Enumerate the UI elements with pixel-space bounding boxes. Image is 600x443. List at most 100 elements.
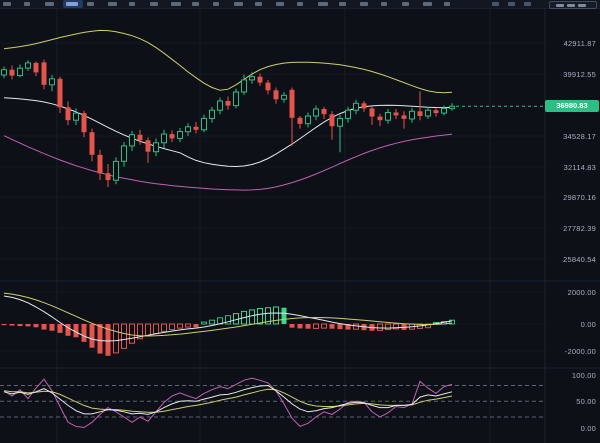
macd-bar — [137, 323, 143, 340]
macd-bar — [337, 324, 343, 330]
macd-bar — [89, 324, 95, 348]
timeframe-button[interactable] — [66, 2, 78, 6]
macd-bar — [105, 324, 111, 356]
timeframe-button[interactable] — [423, 2, 432, 6]
candle-body — [105, 173, 111, 181]
candle-body — [329, 114, 335, 127]
timeframe-button[interactable] — [255, 2, 262, 6]
candle-body — [201, 117, 207, 131]
macd-bar — [73, 324, 79, 338]
macd-bar — [273, 306, 279, 325]
axis-tick-label: 29870.16 — [563, 193, 596, 202]
candle-body — [305, 115, 311, 125]
timeframe-button[interactable] — [192, 2, 199, 6]
macd-bar — [97, 324, 103, 354]
timeframe-button[interactable] — [444, 2, 450, 6]
timeframe-button[interactable] — [45, 2, 54, 6]
candle-body — [225, 101, 231, 106]
kdj-k-line — [3, 384, 453, 415]
fullscreen-icon[interactable] — [524, 2, 531, 6]
candle-body — [401, 115, 407, 119]
timeframe-button[interactable] — [171, 2, 181, 6]
candle-body — [257, 76, 263, 83]
candle-body — [233, 91, 239, 107]
macd-bar — [385, 323, 391, 331]
macd-bar — [241, 310, 247, 325]
timeframe-button[interactable] — [3, 2, 11, 6]
macd-bar — [9, 324, 15, 326]
macd-bar — [41, 324, 47, 330]
axis-tick-label: 2000.00 — [567, 288, 596, 297]
timeframe-button[interactable] — [129, 2, 135, 6]
timeframe-button[interactable] — [318, 2, 328, 6]
last-price-value: 36980.83 — [556, 101, 588, 110]
bollinger-bands — [3, 29, 453, 191]
timeframe-button[interactable] — [276, 2, 284, 6]
macd-bar — [425, 323, 431, 329]
timeframe-button[interactable] — [297, 2, 303, 6]
grid-lines — [0, 8, 545, 443]
timeframe-toolbar[interactable] — [0, 0, 600, 9]
timeframe-button[interactable] — [234, 2, 243, 6]
macd-bar — [121, 323, 127, 349]
axis-tick-label: 32114.83 — [563, 163, 596, 172]
macd-bar — [249, 309, 255, 325]
macd-histogram — [1, 306, 455, 356]
macd-bar — [281, 307, 287, 324]
macd-bar — [145, 323, 151, 337]
candle-body — [361, 103, 367, 109]
candle-body — [289, 89, 295, 118]
macd-bar — [377, 323, 383, 331]
timeframe-button[interactable] — [108, 2, 117, 6]
macd-bar — [17, 324, 23, 327]
candle-body — [129, 134, 135, 147]
axis-tick-label: -2000.00 — [564, 347, 596, 356]
macd-dea-line — [3, 292, 453, 337]
timeframe-button[interactable] — [150, 2, 158, 6]
candle-body — [353, 102, 359, 111]
candle-body — [385, 112, 391, 121]
candle-body — [209, 109, 215, 119]
timeframe-button[interactable] — [381, 2, 387, 6]
candle-body — [113, 160, 119, 181]
timeframe-button[interactable] — [87, 2, 94, 6]
macd-bar — [193, 324, 199, 328]
candle-body — [321, 109, 327, 115]
candle-body — [393, 112, 399, 116]
timeframe-button[interactable] — [360, 2, 368, 6]
timeframe-button[interactable] — [402, 2, 409, 6]
panel-borders — [0, 8, 600, 443]
candle-body — [169, 134, 175, 139]
macd-bar — [297, 324, 303, 329]
candle-body — [409, 110, 415, 120]
candle-body — [161, 133, 167, 144]
macd-bar — [313, 323, 319, 329]
candle-body — [177, 131, 183, 139]
macd-bar — [393, 323, 399, 330]
candle-body — [217, 100, 223, 111]
macd-bar — [33, 324, 39, 328]
timeframe-button[interactable] — [339, 2, 346, 6]
macd-bar — [209, 319, 215, 325]
candle-body — [249, 76, 255, 81]
timeframe-button[interactable] — [24, 2, 30, 6]
timeframe-buttons-clipped[interactable] — [0, 0, 480, 8]
candle-body — [313, 108, 319, 117]
macd-bar — [129, 323, 135, 344]
macd-bar — [353, 323, 359, 330]
toolbar-icon[interactable] — [492, 2, 499, 6]
candle-body — [57, 78, 63, 108]
candle-body — [73, 112, 79, 121]
candle-body — [25, 62, 31, 69]
toolbar-icon[interactable] — [508, 2, 515, 6]
toolbar-settings-button[interactable] — [549, 1, 597, 9]
candle-body — [1, 69, 7, 76]
axis-tick-label: 25840.54 — [563, 255, 596, 264]
macd-bar — [65, 324, 71, 336]
candle-body — [33, 62, 39, 73]
timeframe-button[interactable] — [213, 2, 219, 6]
candle-body — [281, 94, 287, 100]
macd-bar — [25, 324, 31, 327]
macd-bar — [225, 315, 231, 325]
